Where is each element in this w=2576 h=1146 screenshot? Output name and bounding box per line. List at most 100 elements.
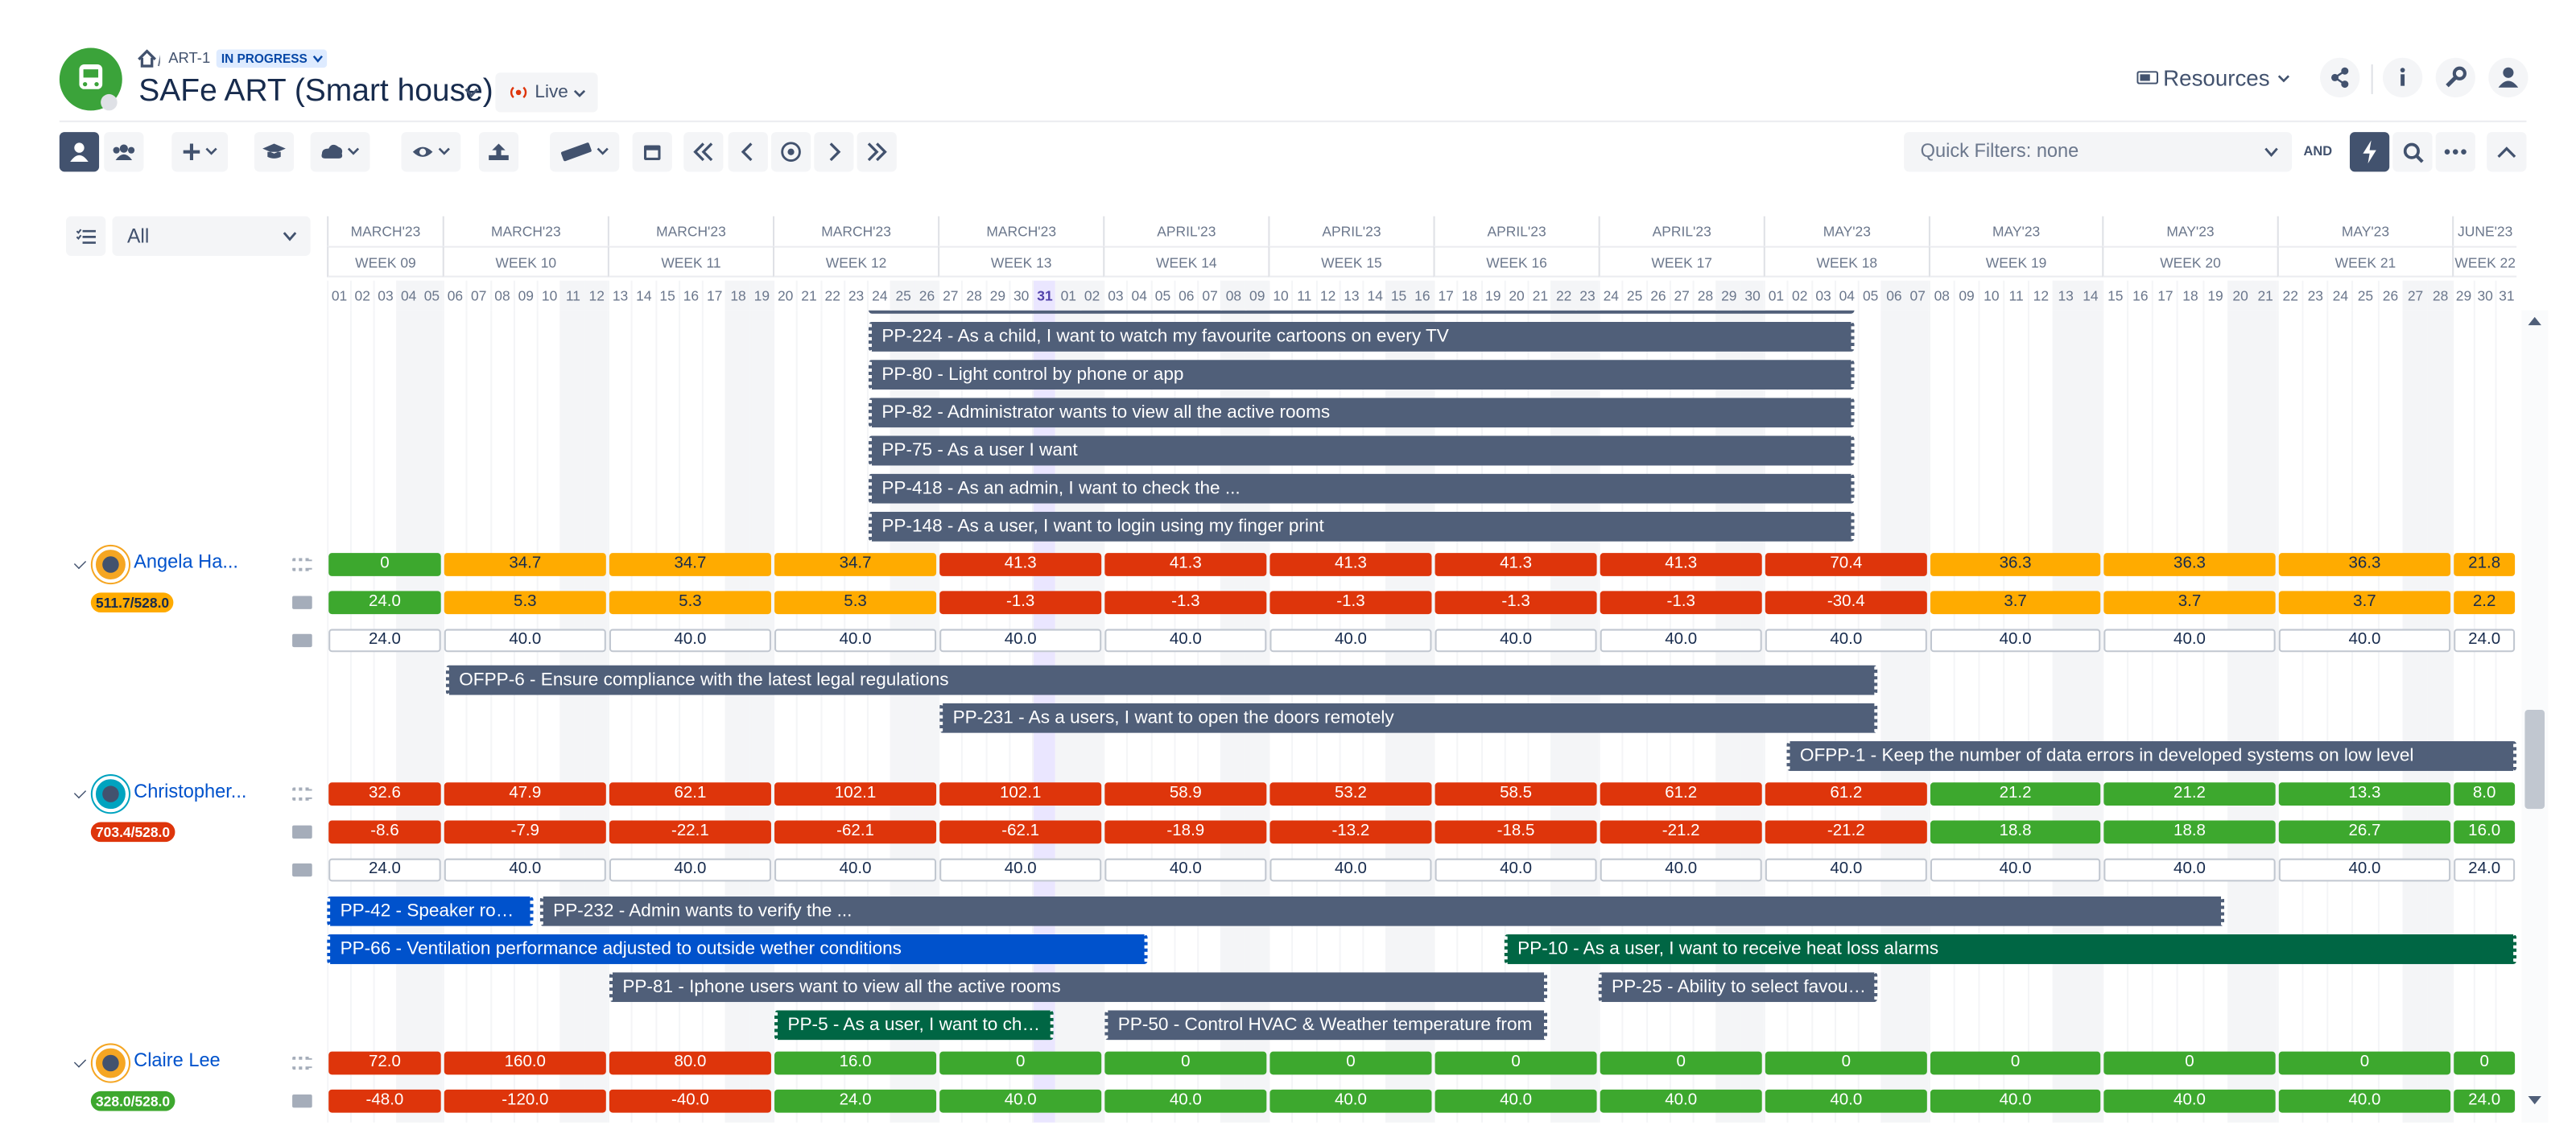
lightning-button[interactable] bbox=[2349, 132, 2390, 172]
info-button[interactable] bbox=[2382, 57, 2423, 98]
profile-button[interactable] bbox=[2488, 57, 2529, 98]
day-label: 06 bbox=[1881, 280, 1905, 311]
learn-button[interactable] bbox=[254, 132, 295, 172]
resources-button[interactable]: Resources bbox=[2136, 64, 2295, 91]
and-toggle[interactable]: AND bbox=[2303, 143, 2333, 159]
expand-chevron[interactable] bbox=[73, 785, 87, 799]
day-label: 25 bbox=[1621, 280, 1645, 311]
capacity-cell: 160.0 bbox=[444, 1051, 606, 1075]
search-icon bbox=[2402, 142, 2423, 163]
scrollbar[interactable] bbox=[2521, 310, 2549, 1123]
task-bar[interactable]: PP-81 - Iphone users want to view all th… bbox=[609, 972, 1548, 1003]
first-button[interactable] bbox=[683, 132, 724, 172]
task-bar[interactable]: PP-231 - As a users, I want to open the … bbox=[939, 703, 1878, 733]
task-bar[interactable]: PP-25 - Ability to select favourite bbox=[1598, 972, 1878, 1003]
capacity-cell: 40.0 bbox=[2278, 629, 2451, 653]
scroll-up[interactable] bbox=[2528, 316, 2541, 327]
task-bar[interactable]: PP-5 - As a user, I want to check bbox=[774, 1010, 1054, 1041]
view-button[interactable] bbox=[401, 132, 461, 172]
day-column bbox=[489, 310, 513, 1123]
scroll-thumb[interactable] bbox=[2524, 710, 2545, 810]
day-label: 20 bbox=[1504, 280, 1527, 311]
task-bar[interactable]: OFPP-1 - Keep the number of data errors … bbox=[1786, 741, 2517, 771]
task-bar[interactable]: PP-75 - As a user I want bbox=[868, 435, 1855, 466]
task-bar[interactable]: PP-82 - Administrator wants to view all … bbox=[868, 398, 1855, 428]
left-icon bbox=[741, 142, 753, 162]
cloud-button[interactable] bbox=[310, 132, 370, 172]
title-chevron[interactable] bbox=[464, 88, 478, 98]
day-label: 23 bbox=[843, 280, 867, 311]
today-button[interactable] bbox=[770, 132, 811, 172]
month-label: JUNE'23 bbox=[2452, 216, 2516, 246]
capacity-cell: 40.0 bbox=[1269, 858, 1432, 882]
team-view-button[interactable] bbox=[104, 132, 144, 172]
day-label: 18 bbox=[725, 280, 749, 311]
task-bar[interactable]: OFPP-6 - Ensure compliance with the late… bbox=[445, 665, 1878, 695]
day-label: 19 bbox=[2202, 280, 2227, 311]
person-view-button[interactable] bbox=[59, 132, 100, 172]
collapse-button[interactable] bbox=[2487, 132, 2527, 172]
list-settings-button[interactable] bbox=[66, 216, 106, 256]
add-button[interactable] bbox=[171, 132, 229, 172]
status-lozenge[interactable]: IN PROGRESS bbox=[216, 49, 328, 68]
task-bar[interactable]: PP-148 - As a user, I want to login usin… bbox=[868, 511, 1855, 542]
next-button[interactable] bbox=[814, 132, 854, 172]
day-label: 17 bbox=[702, 280, 725, 311]
person-name[interactable]: Angela Ha... bbox=[134, 553, 238, 573]
scroll-down[interactable] bbox=[2528, 1096, 2541, 1106]
task-bar[interactable]: PP-50 - Control HVAC & Weather temperatu… bbox=[1104, 1010, 1548, 1041]
day-label: 10 bbox=[1268, 280, 1291, 311]
capacity-cell: 72.0 bbox=[328, 1051, 441, 1075]
breadcrumb[interactable]: ART-1 bbox=[168, 49, 211, 67]
capacity-cell: 5.3 bbox=[444, 591, 606, 615]
share-button[interactable] bbox=[2320, 57, 2360, 98]
day-label: 13 bbox=[2052, 280, 2078, 311]
task-bar[interactable]: PP-224 - As a child, I want to watch my … bbox=[868, 321, 1855, 352]
calendar-button[interactable] bbox=[632, 132, 672, 172]
zoom-button[interactable] bbox=[550, 132, 620, 172]
day-label: 18 bbox=[2177, 280, 2202, 311]
person-name[interactable]: Christopher... bbox=[134, 782, 247, 802]
export-button[interactable] bbox=[478, 132, 519, 172]
day-label: 29 bbox=[2452, 280, 2474, 311]
settings-button[interactable] bbox=[2435, 57, 2475, 98]
expand-chevron[interactable] bbox=[73, 556, 87, 570]
capacity-cell: 61.2 bbox=[1600, 782, 1762, 806]
resources-label: Resources bbox=[2163, 65, 2270, 90]
day-label: 08 bbox=[489, 280, 513, 311]
task-bar[interactable]: PP-80 - Light control by phone or app bbox=[868, 360, 1855, 390]
day-column bbox=[2052, 310, 2078, 1123]
day-label: 27 bbox=[938, 280, 961, 311]
day-label: 12 bbox=[1315, 280, 1339, 311]
home-icon[interactable] bbox=[137, 49, 160, 68]
task-bar[interactable]: PP-66 - Ventilation performance adjusted… bbox=[327, 934, 1148, 964]
prev-button[interactable] bbox=[728, 132, 768, 172]
search-button[interactable] bbox=[2392, 132, 2433, 172]
day-label: 29 bbox=[985, 280, 1009, 311]
logo-icon bbox=[79, 64, 118, 111]
more-button[interactable] bbox=[2435, 132, 2475, 172]
person-name[interactable]: Claire Lee bbox=[134, 1051, 221, 1072]
expand-chevron[interactable] bbox=[73, 1055, 87, 1068]
week-label: WEEK 17 bbox=[1598, 245, 1764, 278]
day-label: 23 bbox=[1575, 280, 1599, 311]
week-label: WEEK 14 bbox=[1103, 245, 1269, 278]
day-label: 28 bbox=[2427, 280, 2453, 311]
task-bar[interactable]: PP-418 - As an admin, I want to check th… bbox=[868, 473, 1855, 504]
task-bar[interactable]: PP-10 - As a user, I want to receive hea… bbox=[1504, 934, 2517, 964]
resource-filter[interactable]: All bbox=[112, 216, 311, 256]
task-bar[interactable]: PP-232 - Admin wants to verify the ... bbox=[539, 896, 2225, 926]
task-label: PP-81 - Iphone users want to view all th… bbox=[622, 977, 1061, 997]
capacity-cell: -7.9 bbox=[444, 820, 606, 844]
task-label: PP-25 - Ability to select favourite bbox=[1612, 977, 1868, 997]
live-button[interactable]: Live bbox=[495, 72, 598, 113]
quick-filters[interactable]: Quick Filters: none bbox=[1904, 132, 2293, 172]
week-label: WEEK 18 bbox=[1763, 245, 1929, 278]
last-button[interactable] bbox=[857, 132, 897, 172]
info-icon bbox=[2400, 68, 2405, 86]
day-label: 30 bbox=[1740, 280, 1764, 311]
week-label: WEEK 21 bbox=[2277, 245, 2453, 278]
task-bar[interactable]: PP-42 - Speaker room-to-room bbox=[327, 896, 534, 926]
capacity-cell: 8.0 bbox=[2454, 782, 2516, 806]
